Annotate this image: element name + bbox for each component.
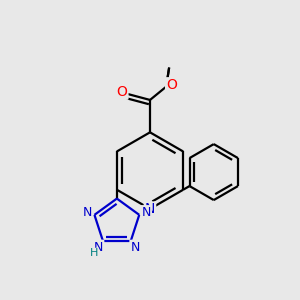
Text: H: H [90, 248, 98, 258]
Text: N: N [130, 241, 140, 254]
Text: N: N [83, 206, 92, 219]
Text: O: O [117, 85, 128, 99]
Text: O: O [166, 78, 177, 92]
Text: N: N [142, 206, 151, 219]
Text: N: N [94, 241, 104, 254]
Text: N: N [145, 202, 155, 217]
